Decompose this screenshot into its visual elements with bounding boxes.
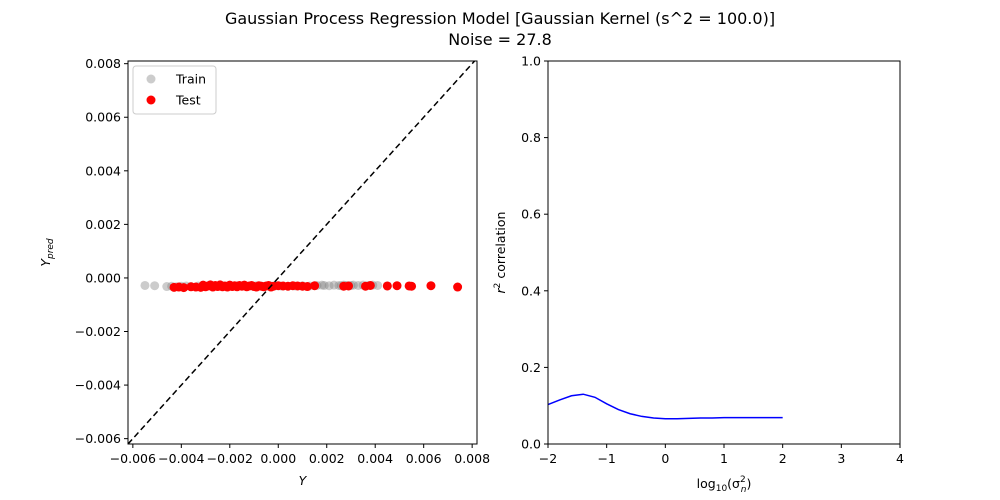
test-point — [344, 281, 354, 291]
r2-curve — [547, 393, 783, 420]
r2-y-tick-label: 0.2 — [521, 360, 541, 375]
scatter-axes-frame — [127, 60, 478, 445]
scatter-x-tick-label: −0.002 — [207, 451, 253, 466]
r2-y-tick-label: 0.6 — [521, 207, 541, 222]
test-point — [453, 282, 463, 292]
scatter-x-tick-label: 0.006 — [406, 451, 442, 466]
r2-x-tick-label: −1 — [597, 451, 615, 466]
r2-y-tick-label: 0.4 — [521, 283, 541, 298]
train-point — [329, 280, 339, 290]
train-point — [319, 280, 329, 290]
scatter-y-tick-label: −0.004 — [75, 378, 121, 393]
scatter-y-tick-label: 0.000 — [85, 270, 121, 285]
r2-y-tick-label: 0.0 — [521, 437, 541, 452]
chart-title: Gaussian Process Regression Model [Gauss… — [225, 9, 775, 28]
legend-train-marker — [146, 74, 156, 84]
scatter-x-axis-label: Y — [299, 473, 308, 488]
r2-axes-frame — [547, 60, 901, 445]
test-point — [392, 281, 402, 291]
legend-test-label: Test — [175, 93, 201, 108]
r2-x-tick-label: 1 — [720, 451, 728, 466]
scatter-x-tick-label: 0.004 — [357, 451, 393, 466]
scatter-y-tick-label: 0.002 — [85, 217, 121, 232]
legend-train-label: Train — [175, 72, 206, 87]
r2-x-tick-label: −2 — [539, 451, 557, 466]
scatter-x-tick-label: 0.002 — [309, 451, 345, 466]
train-point — [162, 282, 172, 292]
scatter-y-tick-label: 0.006 — [85, 110, 121, 125]
scatter-panel: −0.006 −0.004 −0.002 0.000 0.002 0.004 0.006 0.… — [38, 56, 490, 488]
scatter-y-tick-label: 0.004 — [85, 163, 121, 178]
scatter-y-axis-label: Ypred — [38, 238, 56, 267]
r2-y-tick-label: 1.0 — [521, 54, 541, 69]
scatter-y-tick-label: −0.006 — [75, 431, 121, 446]
test-point — [310, 281, 320, 291]
r2-y-axis-label: r2 correlation — [493, 212, 508, 294]
scatter-legend: Train Test — [132, 65, 217, 115]
legend-test-marker — [146, 95, 156, 105]
r2-y-tick-label: 0.8 — [521, 130, 541, 145]
r2-x-axis-label: log10(σ2 n) — [697, 475, 752, 495]
scatter-x-tick-label: −0.004 — [158, 451, 204, 466]
test-point — [302, 282, 312, 292]
test-point — [365, 280, 375, 290]
scatter-x-tick-label: 0.000 — [260, 451, 296, 466]
r2-x-tick-label: 2 — [779, 451, 787, 466]
identity-reference-line — [128, 61, 476, 444]
r2-line-panel: −2 −1 0 1 2 3 4 0.00.20.40.60.81.0 log10(σ2 n) … — [493, 54, 904, 496]
test-point — [407, 281, 417, 291]
train-point — [150, 281, 160, 291]
scatter-y-tick-label: 0.008 — [85, 56, 121, 71]
r2-x-tick-label: 0 — [661, 451, 669, 466]
scatter-y-tick-label: −0.002 — [75, 324, 121, 339]
r2-x-tick-label: 3 — [837, 451, 845, 466]
chart-subtitle: Noise = 27.8 — [448, 30, 552, 49]
train-point — [373, 280, 383, 290]
test-point — [179, 283, 189, 293]
train-point — [317, 280, 327, 290]
train-point — [140, 280, 150, 290]
r2-x-tick-label: 4 — [896, 451, 904, 466]
scatter-x-tick-label: −0.006 — [110, 451, 156, 466]
train-point — [353, 280, 363, 290]
test-point — [382, 281, 392, 291]
scatter-x-tick-label: 0.008 — [454, 451, 490, 466]
train-point — [324, 281, 334, 291]
test-point — [426, 281, 436, 291]
